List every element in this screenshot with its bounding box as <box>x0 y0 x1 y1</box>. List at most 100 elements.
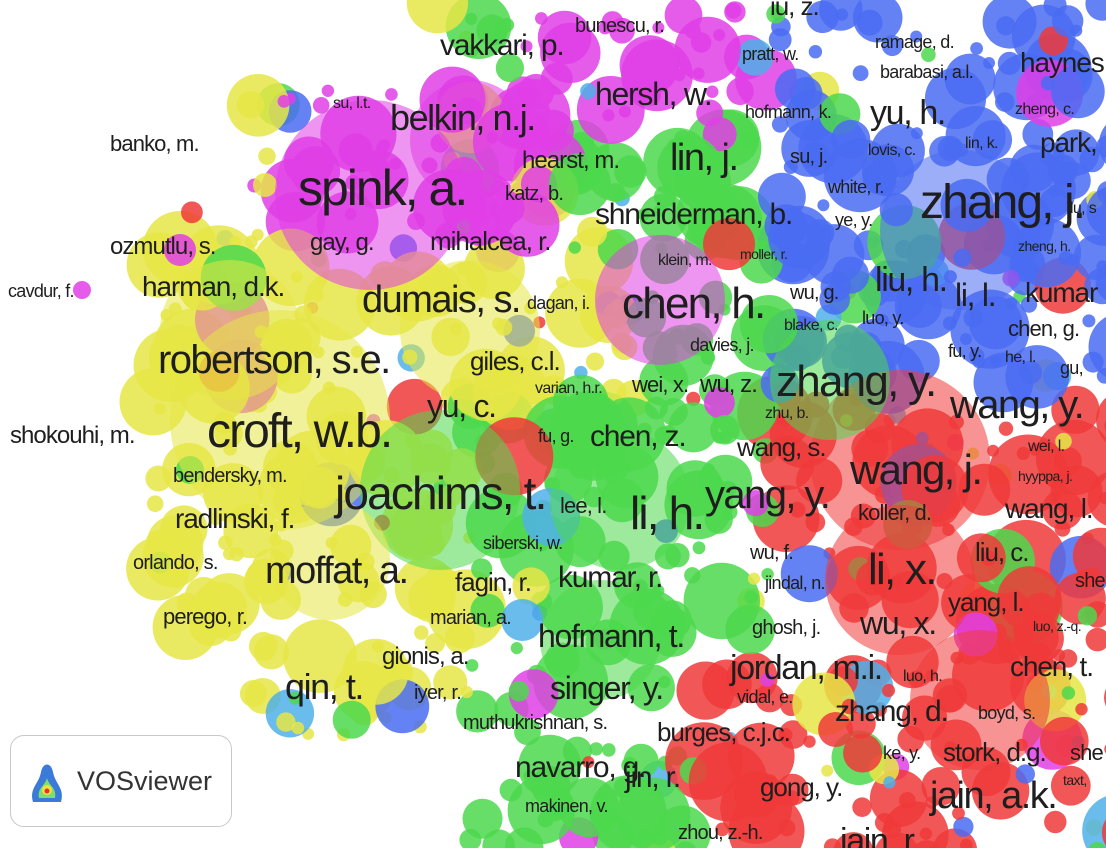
node-label: lin, k. <box>965 135 998 152</box>
bubble <box>883 776 896 789</box>
node-label: liu, h. <box>875 261 947 299</box>
node-label: ye, y. <box>835 210 872 230</box>
node-label: davies, j. <box>690 335 754 355</box>
bubble <box>1055 432 1072 450</box>
bubble <box>771 116 789 133</box>
bubble <box>555 276 569 289</box>
bubble <box>921 767 961 806</box>
node-label: blake, c. <box>784 317 838 334</box>
bubble <box>1082 314 1096 328</box>
bubble <box>972 120 1013 160</box>
bubble <box>1044 810 1067 834</box>
bubble <box>847 833 864 848</box>
bubble <box>500 18 515 32</box>
logo-box: VOSviewer <box>10 735 232 827</box>
node-label: jordan, m.i. <box>729 649 882 687</box>
bubble <box>880 150 1040 310</box>
bubble <box>160 260 300 400</box>
node-label: gong, y. <box>760 772 842 802</box>
bubble <box>602 743 616 757</box>
node-label: yu, c. <box>427 388 496 424</box>
node-label: zhang, j. <box>920 176 1084 229</box>
node-label: wang, s. <box>736 432 826 462</box>
node-label: luo, h. <box>903 668 942 685</box>
node-label: luo, y. <box>862 308 904 328</box>
node-label: spink, a. <box>298 160 466 216</box>
bubble <box>406 0 469 34</box>
node-label: robertson, s.e. <box>158 338 390 382</box>
bubble <box>845 708 876 739</box>
node-label: lee, l. <box>560 493 606 518</box>
bubble <box>471 558 493 580</box>
bubble <box>444 572 459 587</box>
node-label: hearst, m. <box>522 147 619 174</box>
bubble <box>1096 260 1106 273</box>
bubble <box>725 2 742 19</box>
bubble <box>606 183 626 203</box>
bubble <box>998 421 1014 436</box>
node-label: haynes <box>1020 47 1104 78</box>
node-label: shokouhi, m. <box>10 422 135 449</box>
node-label: white, r. <box>827 177 884 197</box>
node-label: yu, h. <box>870 94 945 132</box>
bubble <box>852 797 872 817</box>
bubble <box>585 352 605 371</box>
bubble <box>652 21 665 34</box>
bubbles <box>73 0 1106 848</box>
node-label: jain, a.k. <box>929 775 1056 817</box>
bubble <box>1096 368 1106 384</box>
bubble <box>73 281 91 299</box>
bubble <box>433 665 468 700</box>
bubble <box>552 374 609 431</box>
bubble <box>856 9 883 36</box>
node-label: makinen, v. <box>525 796 608 816</box>
node-label: gu, <box>1060 358 1083 378</box>
bubble <box>1051 64 1105 119</box>
bubble <box>983 57 995 69</box>
bubble <box>1075 703 1088 716</box>
bubble <box>793 252 808 267</box>
bubble <box>1020 296 1038 313</box>
node-label: wei, l. <box>1027 438 1064 455</box>
bubble <box>253 173 277 197</box>
bubble <box>425 633 446 654</box>
bubble <box>444 622 475 654</box>
bubble <box>1082 796 1106 848</box>
node-label: gionis, a. <box>382 643 468 670</box>
node-label: vakkari, p. <box>440 29 564 62</box>
bubble <box>126 537 190 601</box>
bubble <box>665 543 690 568</box>
bubble <box>702 117 737 152</box>
bubble <box>289 691 302 705</box>
bubble <box>582 756 595 769</box>
node-label: burges, c.j.c. <box>657 717 790 747</box>
node-label: ke, y. <box>883 743 920 763</box>
node-label: qin, t. <box>285 666 363 707</box>
bubble <box>686 391 701 406</box>
node-label: li, l. <box>955 277 995 313</box>
bubble <box>817 199 830 212</box>
bubble <box>995 92 1015 112</box>
bubble <box>1087 472 1106 526</box>
node-label: li, x. <box>868 545 936 594</box>
bubble <box>495 53 524 83</box>
bubble <box>209 512 222 526</box>
bubble <box>742 490 769 517</box>
bubble <box>220 620 242 642</box>
bubble <box>394 557 457 619</box>
bubble <box>883 820 902 839</box>
bubble <box>1096 135 1106 158</box>
node-label: lu, s <box>1070 200 1097 217</box>
bubble <box>988 434 1068 515</box>
bubble <box>614 155 647 188</box>
node-label: hofmann, k. <box>745 102 831 122</box>
node-label: zhang, y. <box>776 357 935 406</box>
bubble <box>766 4 786 24</box>
node-label: cavdur, f. <box>8 281 74 301</box>
node-label: giles, c.l. <box>470 346 560 376</box>
node-label: belkin, n.j. <box>390 97 535 138</box>
node-label: li, h. <box>630 487 703 539</box>
bubble <box>755 683 785 713</box>
bubble <box>456 690 499 733</box>
bubble <box>1051 385 1100 434</box>
